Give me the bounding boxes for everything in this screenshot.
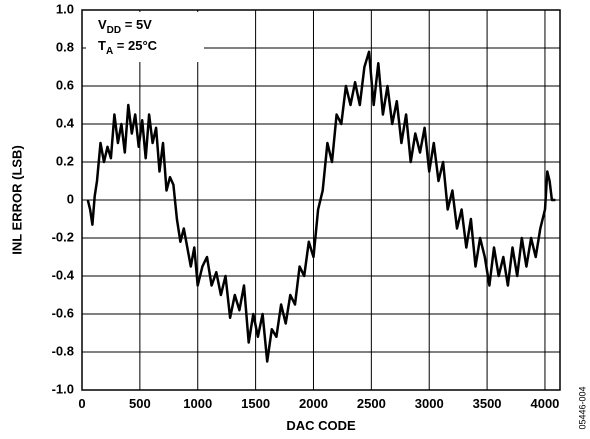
x-tick-label: 3000 bbox=[415, 396, 444, 411]
annotation-sub: A bbox=[106, 46, 113, 57]
x-tick-label: 2000 bbox=[299, 396, 328, 411]
annotation: VDD = 5V bbox=[98, 17, 152, 36]
annotation-sub: DD bbox=[107, 25, 121, 36]
annotation-text: T bbox=[98, 38, 106, 53]
x-tick-label: 2500 bbox=[357, 396, 386, 411]
y-tick-label: 0.4 bbox=[56, 115, 75, 130]
y-tick-label: 0.2 bbox=[56, 153, 74, 168]
x-tick-label: 3500 bbox=[473, 396, 502, 411]
x-axis-label: DAC CODE bbox=[286, 418, 356, 433]
y-tick-label: -0.6 bbox=[52, 305, 74, 320]
annotation-box bbox=[86, 12, 204, 62]
annotation: TA = 25°C bbox=[98, 38, 158, 57]
x-tick-label: 500 bbox=[129, 396, 151, 411]
y-tick-label: -0.4 bbox=[52, 267, 75, 282]
plot-frame bbox=[81, 9, 561, 391]
annotation-text: V bbox=[98, 17, 107, 32]
y-tick-label: -0.8 bbox=[52, 343, 74, 358]
figure-id: 05446-004 bbox=[577, 386, 587, 429]
annotation-rest: = 25°C bbox=[113, 38, 157, 53]
y-tick-label: 0.6 bbox=[56, 77, 74, 92]
y-tick-label: 1.0 bbox=[56, 1, 74, 16]
y-tick-label: 0 bbox=[67, 191, 74, 206]
x-tick-label: 1500 bbox=[241, 396, 270, 411]
y-tick-label: 0.8 bbox=[56, 39, 74, 54]
x-tick-label: 0 bbox=[78, 396, 85, 411]
x-tick-label: 1000 bbox=[183, 396, 212, 411]
y-tick-label: -1.0 bbox=[52, 381, 74, 396]
y-axis-label: INL ERROR (LSB) bbox=[9, 145, 24, 255]
annotation-rest: = 5V bbox=[121, 17, 152, 32]
x-tick-label: 4000 bbox=[530, 396, 559, 411]
data-line bbox=[86, 50, 556, 363]
y-tick-label: -0.2 bbox=[52, 229, 74, 244]
